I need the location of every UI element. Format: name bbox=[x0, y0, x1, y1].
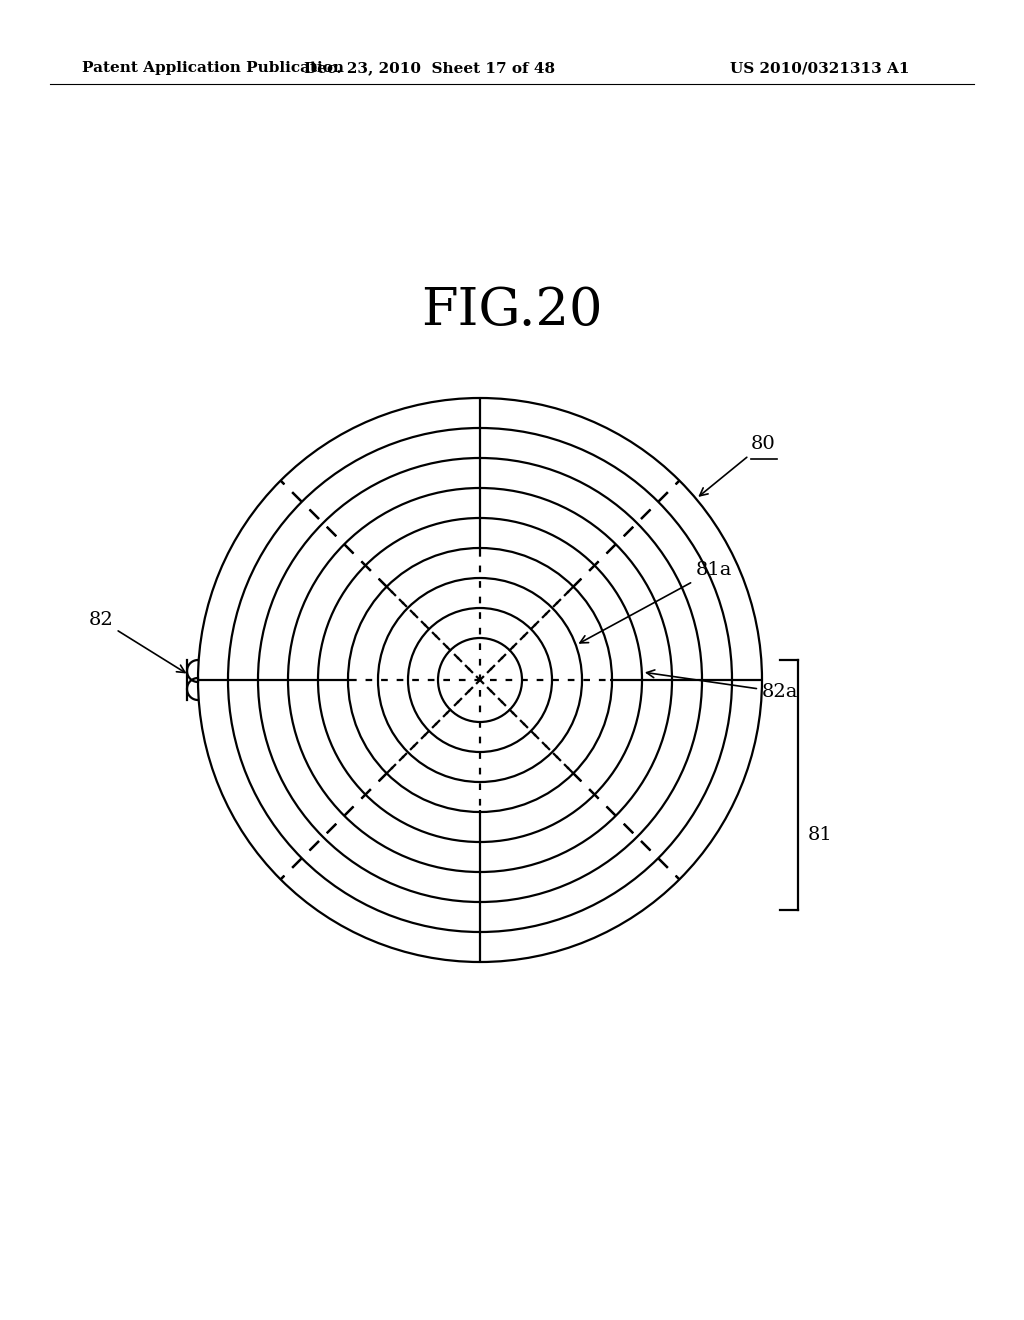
Text: Dec. 23, 2010  Sheet 17 of 48: Dec. 23, 2010 Sheet 17 of 48 bbox=[304, 61, 556, 75]
Text: US 2010/0321313 A1: US 2010/0321313 A1 bbox=[730, 61, 909, 75]
Text: 82a: 82a bbox=[646, 671, 799, 701]
Text: FIG.20: FIG.20 bbox=[421, 285, 603, 335]
Text: 81a: 81a bbox=[580, 561, 732, 643]
Text: Patent Application Publication: Patent Application Publication bbox=[82, 61, 344, 75]
Text: 82: 82 bbox=[88, 611, 185, 673]
Text: 81: 81 bbox=[808, 826, 833, 843]
Text: 80: 80 bbox=[699, 434, 776, 496]
